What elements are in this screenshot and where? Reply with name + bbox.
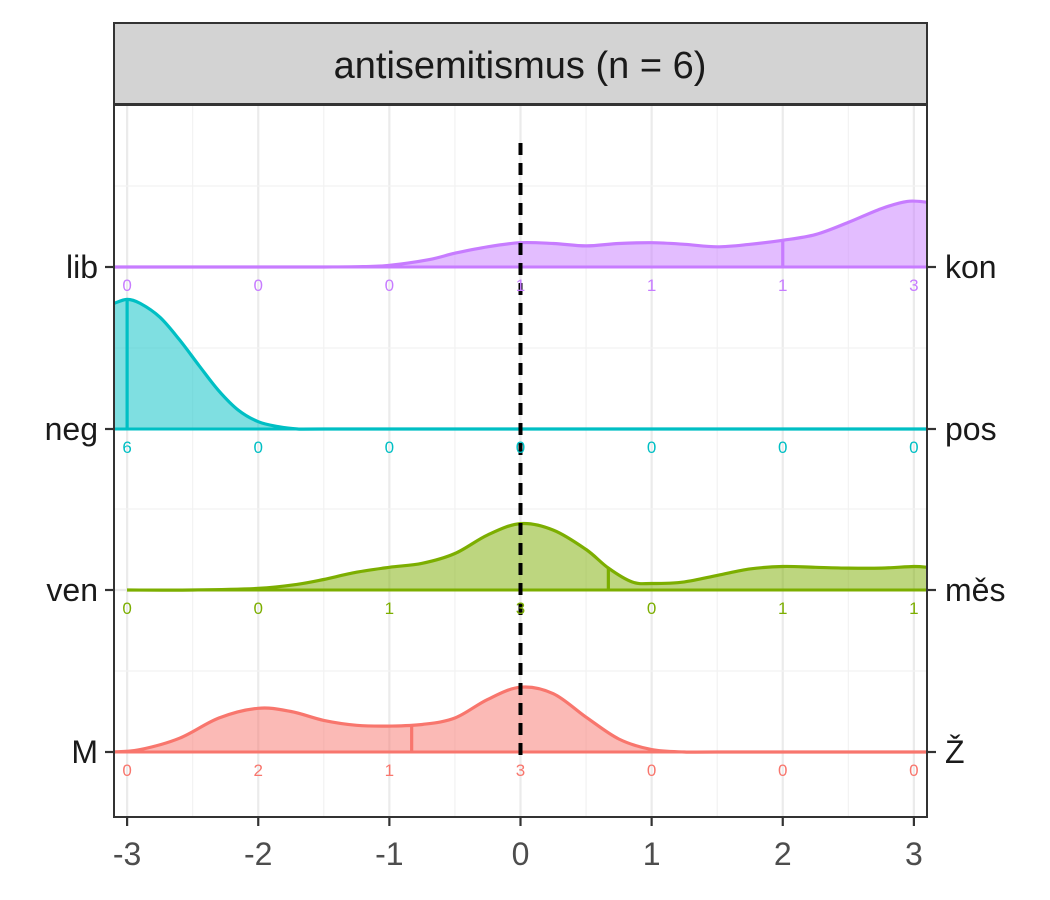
x-tick-label: 3: [905, 836, 923, 872]
x-tick-label: 0: [512, 836, 530, 872]
count-label: 1: [385, 761, 394, 780]
left-label-lib: lib: [66, 249, 98, 285]
left-label-neg: neg: [45, 411, 98, 447]
strip-title: antisemitismus (n = 6): [334, 45, 707, 87]
count-label: 1: [385, 599, 394, 618]
ridge-area-M: [114, 687, 927, 753]
right-label-neg: pos: [945, 411, 997, 447]
x-tick-label: 1: [643, 836, 661, 872]
count-label: 0: [122, 599, 131, 618]
count-label: 0: [254, 438, 263, 457]
count-label: 6: [122, 438, 131, 457]
count-label: 0: [122, 761, 131, 780]
right-label-ven: měs: [945, 572, 1005, 608]
ridge-area-lib: [114, 201, 927, 268]
ridge-line-ven: [127, 521, 928, 592]
right-label-M: Ž: [945, 734, 965, 770]
count-label: 0: [778, 438, 787, 457]
count-label: 0: [909, 438, 918, 457]
count-label: 3: [516, 761, 525, 780]
x-tick-label: -1: [375, 836, 403, 872]
density-ridges: [113, 199, 928, 754]
axes: -3 -2 -1 0 1 2 3 lib kon neg pos ven měs M Ž: [45, 249, 1006, 872]
x-tick-label: -3: [113, 836, 141, 872]
left-label-ven: ven: [46, 572, 98, 608]
count-label: 1: [909, 599, 918, 618]
count-label: 0: [516, 438, 525, 457]
count-label: 1: [778, 276, 787, 295]
x-tick-label: 2: [774, 836, 792, 872]
count-label: 0: [647, 438, 656, 457]
count-label: 0: [122, 276, 131, 295]
count-label: 3: [516, 599, 525, 618]
count-label: 0: [778, 761, 787, 780]
ridge-ven: [127, 521, 928, 592]
count-label: 1: [516, 276, 525, 295]
count-label: 0: [385, 276, 394, 295]
count-label: 2: [254, 761, 263, 780]
count-labels: 0 0 0 1 1 1 3 6 0 0 0 0 0 0 0 0 1 3 0 1 1 0 2 1 3 0 0 0: [122, 276, 918, 780]
count-label: 0: [385, 438, 394, 457]
x-tick-label: -2: [244, 836, 272, 872]
count-label: 1: [647, 276, 656, 295]
count-label: 1: [778, 599, 787, 618]
count-label: 0: [647, 599, 656, 618]
strip-background: [113, 22, 928, 105]
count-label: 0: [647, 761, 656, 780]
left-label-M: M: [71, 734, 98, 770]
count-label: 3: [909, 276, 918, 295]
count-label: 0: [254, 599, 263, 618]
count-label: 0: [909, 761, 918, 780]
ridge-area-neg: [114, 299, 927, 430]
count-label: 0: [254, 276, 263, 295]
right-label-lib: kon: [945, 249, 997, 285]
